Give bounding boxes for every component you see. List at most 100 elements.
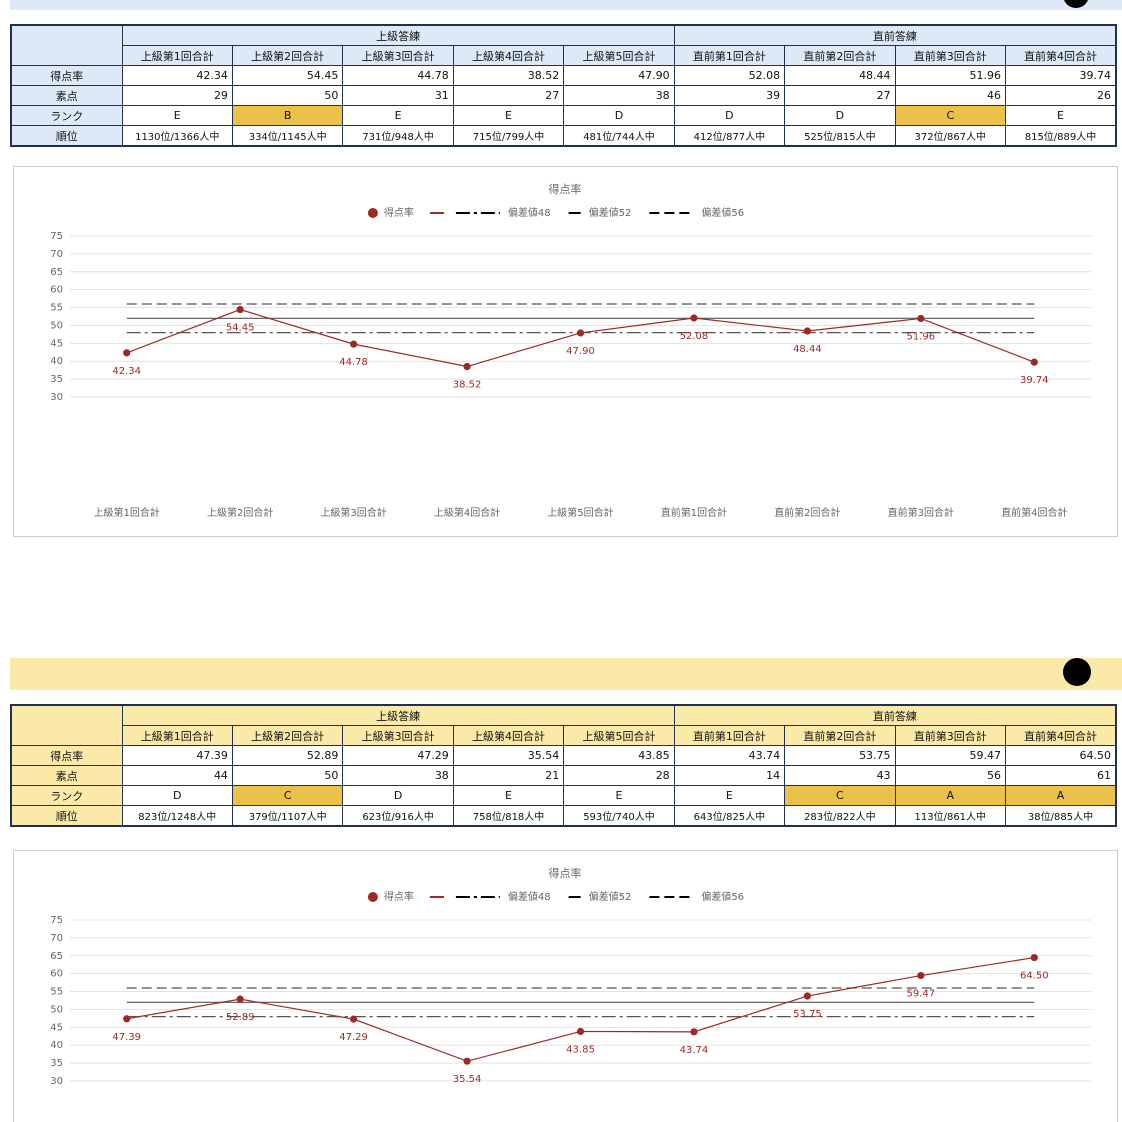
chart-title: 得点率: [549, 182, 582, 196]
cell: 731位/948人中: [342, 125, 454, 147]
cell: E: [452, 105, 565, 126]
data-point: [1030, 953, 1038, 962]
data-row: 得点率 47.39 52.89 47.29 35.54 43.85 43.74 53.75 59…: [10, 745, 1117, 766]
group-header: 上級答練: [121, 24, 675, 46]
data-point: [123, 1015, 131, 1023]
y-tick-label: 45: [50, 338, 63, 349]
cell: 334位/1145人中: [231, 125, 344, 147]
data-point: [350, 340, 358, 348]
chart-frame: [13, 166, 1118, 537]
row-label: 得点率: [10, 745, 123, 766]
column-header: 直前第2回合計: [784, 45, 896, 66]
data-row: 順位 823位/1248人中 379位/1107人中 623位/916人中 758位/8…: [10, 805, 1117, 827]
legend-label: 偏差値52: [589, 206, 632, 219]
data-point: [917, 314, 925, 323]
header-row: 上級答練 直前答練: [10, 24, 1117, 66]
cell: 42.34: [121, 65, 233, 86]
y-tick-label: 60: [50, 969, 63, 980]
column-header: 上級第2回合計: [231, 725, 344, 746]
cell: 1130位/1366人中: [121, 125, 233, 147]
cell: 44: [121, 765, 233, 786]
row-label: 得点率: [10, 65, 123, 86]
cell: 27: [452, 85, 565, 106]
column-header: 直前第2回合計: [784, 725, 896, 746]
y-tick-label: 45: [50, 1022, 63, 1033]
cell: 412位/877人中: [673, 125, 786, 147]
cell: 50: [231, 765, 344, 786]
data-point: [1030, 358, 1038, 366]
row-label: ランク: [10, 105, 123, 126]
column-header: 直前第4回合計: [1005, 725, 1117, 746]
data-point: [463, 362, 471, 371]
data-row: 素点 44 50 38 21 28 14 43 56 61: [10, 765, 1117, 786]
data-label: 52.89: [226, 1012, 255, 1023]
column-header: 上級第2回合計: [231, 45, 344, 66]
legend-label: 偏差値56: [701, 206, 744, 219]
data-label: 35.54: [453, 1074, 482, 1085]
y-tick-label: 35: [50, 1058, 63, 1069]
section-band: [10, 658, 1122, 690]
data-point: [123, 349, 131, 357]
column-header: 直前第1回合計: [673, 45, 786, 66]
group-header: 直前答練: [673, 24, 1117, 46]
chart-frame: [13, 850, 1118, 1122]
cell: 52.89: [231, 745, 344, 766]
row-label: 素点: [10, 85, 123, 106]
cell: 715位/799人中: [452, 125, 565, 147]
data-point: [803, 327, 811, 335]
score-table: 上級答練 直前答練 上級第1回合計 上級第2回合計 上級第3回合計 上級第4回合計 上級第5…: [10, 704, 1117, 827]
chart: 得点率 30 35 40 45 50 55 60 65 70 75 47.39 52.89 47.29 35…: [13, 850, 1118, 1122]
legend-marker: [367, 208, 378, 218]
cell: A: [894, 785, 1007, 806]
cell: E: [1005, 105, 1117, 126]
cell: 43: [784, 765, 896, 786]
cell: D: [121, 785, 233, 806]
cell: 623位/916人中: [342, 805, 454, 827]
data-row: 順位 1130位/1366人中 334位/1145人中 731位/948人中 715位/…: [10, 125, 1117, 147]
section-dot: [1063, 658, 1091, 686]
x-tick-label: 直前第1回合計: [661, 506, 727, 519]
cell: 38位/885人中: [1005, 805, 1117, 827]
cell: C: [231, 785, 344, 806]
data-label: 47.29: [339, 1032, 368, 1043]
data-point: [350, 1015, 358, 1023]
legend-label: 得点率: [384, 206, 414, 219]
legend-label: 偏差値56: [701, 890, 744, 903]
data-label: 42.34: [112, 366, 141, 377]
data-point: [917, 971, 925, 980]
cell: 44.78: [342, 65, 454, 86]
column-header: 上級第1回合計: [121, 45, 233, 66]
cell: 43.74: [673, 745, 786, 766]
score-table: 上級答練 直前答練 上級第1回合計 上級第2回合計 上級第3回合計 上級第4回合計 上級第5…: [10, 24, 1117, 147]
cell: 593位/740人中: [563, 805, 675, 827]
cell: E: [342, 105, 454, 126]
cell: 26: [1005, 85, 1117, 106]
data-label: 53.75: [793, 1009, 822, 1020]
cell: 823位/1248人中: [121, 805, 233, 827]
legend: 得点率 偏差値48 偏差値52 偏差値56: [367, 206, 744, 219]
x-tick-label: 直前第3回合計: [888, 506, 954, 519]
data-label: 59.47: [907, 989, 936, 1000]
cell: 35.54: [452, 745, 565, 766]
x-tick-label: 上級第4回合計: [434, 506, 500, 519]
column-header: 直前第3回合計: [894, 45, 1007, 66]
cell: 29: [121, 85, 233, 106]
cell: 815位/889人中: [1005, 125, 1117, 147]
legend-label: 得点率: [384, 890, 414, 903]
y-tick-label: 30: [50, 1076, 63, 1087]
cell: E: [563, 785, 675, 806]
cell: 31: [342, 85, 454, 106]
y-tick-label: 40: [50, 356, 63, 367]
y-tick-label: 75: [50, 231, 63, 242]
data-label: 44.78: [339, 357, 368, 368]
row-label: 順位: [10, 125, 123, 147]
section-dot: [1064, 0, 1088, 8]
cell: 38.52: [452, 65, 565, 86]
cell: 53.75: [784, 745, 896, 766]
cell: 50: [231, 85, 344, 106]
cell: 47.90: [563, 65, 675, 86]
cell: C: [894, 105, 1007, 126]
data-point: [803, 992, 811, 1000]
cell: 43.85: [563, 745, 675, 766]
